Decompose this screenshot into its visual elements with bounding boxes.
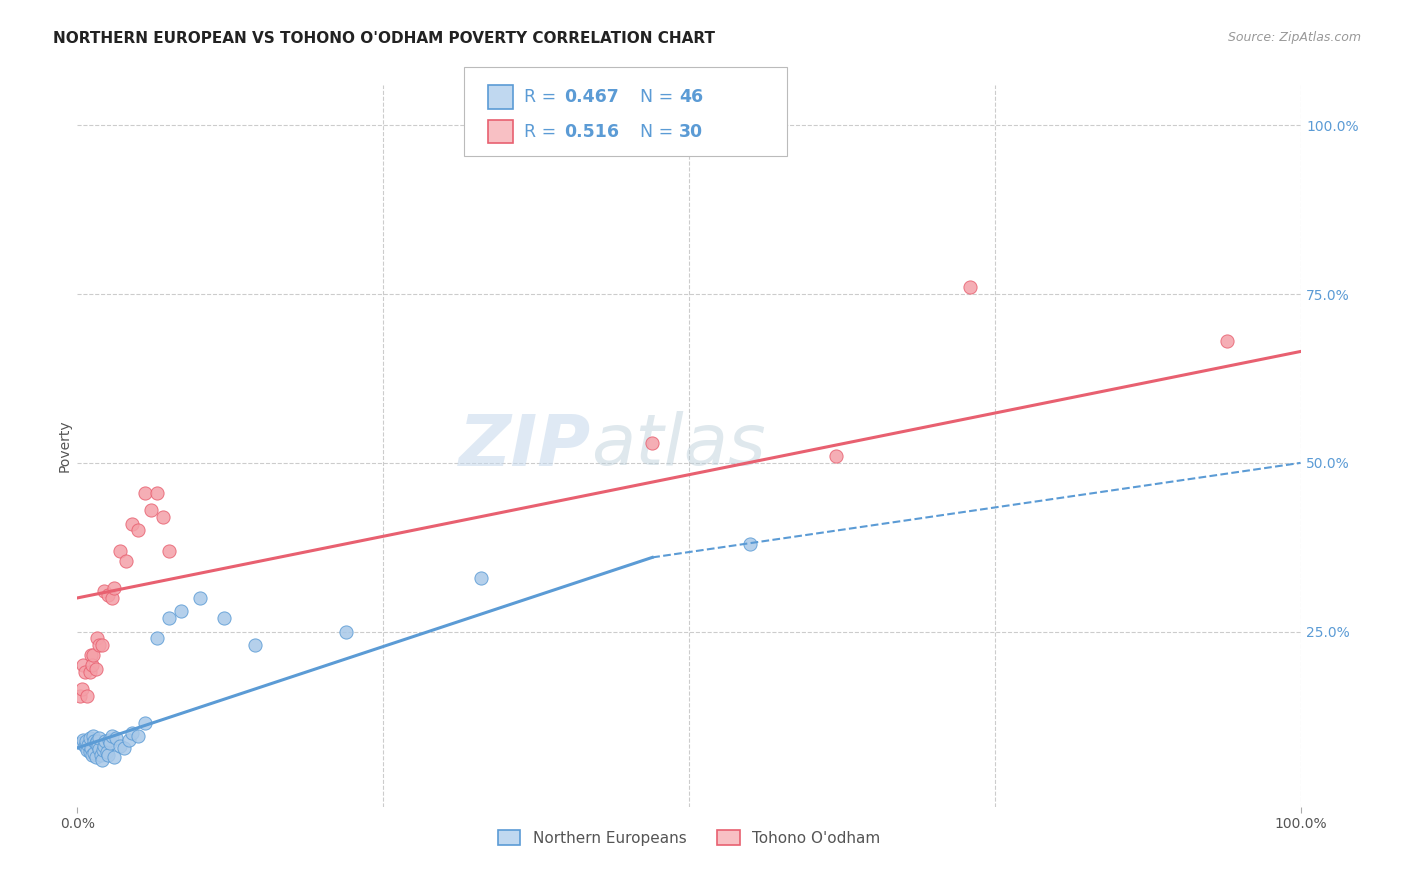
Point: [70, 736, 93, 750]
Point: [824, 449, 846, 463]
Point: [72, 732, 94, 747]
Text: 46: 46: [679, 88, 703, 106]
Point: [96, 745, 118, 759]
Point: [80, 747, 103, 762]
Point: [75, 734, 97, 748]
Text: ZIP: ZIP: [458, 411, 591, 481]
Point: [105, 731, 128, 746]
Point: [86, 632, 108, 646]
Point: [103, 581, 125, 595]
Point: [84, 662, 107, 676]
Point: [70, 682, 93, 697]
Text: N =: N =: [640, 88, 679, 106]
Point: [112, 740, 135, 755]
Point: [94, 734, 117, 748]
Point: [146, 632, 169, 646]
Point: [73, 665, 96, 680]
Text: atlas: atlas: [591, 411, 766, 481]
Point: [89, 742, 111, 756]
Point: [98, 732, 121, 747]
Point: [100, 591, 122, 605]
Point: [188, 591, 211, 605]
Y-axis label: Poverty: Poverty: [58, 420, 72, 472]
Text: R =: R =: [524, 88, 562, 106]
Text: 30: 30: [679, 122, 703, 141]
Point: [90, 747, 112, 762]
Point: [152, 509, 174, 524]
Point: [93, 584, 115, 599]
Point: [170, 604, 193, 618]
Point: [115, 554, 138, 568]
Point: [76, 743, 98, 757]
Point: [80, 740, 103, 755]
Point: [157, 543, 180, 558]
Point: [641, 435, 664, 450]
Point: [118, 732, 141, 747]
Point: [103, 749, 125, 764]
Point: [134, 486, 156, 500]
Point: [90, 638, 112, 652]
Point: [84, 736, 107, 750]
Point: [97, 588, 120, 602]
Point: [134, 715, 156, 730]
Point: [69, 689, 91, 703]
Point: [100, 730, 122, 744]
Point: [139, 503, 162, 517]
Point: [87, 739, 110, 754]
Point: [93, 739, 115, 754]
Point: [740, 537, 762, 551]
Text: NORTHERN EUROPEAN VS TOHONO O'ODHAM POVERTY CORRELATION CHART: NORTHERN EUROPEAN VS TOHONO O'ODHAM POVE…: [53, 31, 716, 46]
Point: [79, 731, 101, 746]
Point: [243, 638, 266, 652]
Text: Source: ZipAtlas.com: Source: ZipAtlas.com: [1227, 31, 1361, 45]
Point: [82, 648, 104, 663]
Point: [212, 611, 235, 625]
Point: [127, 524, 149, 538]
Point: [79, 665, 101, 680]
Text: 0.467: 0.467: [564, 88, 619, 106]
Text: R =: R =: [524, 122, 562, 141]
Point: [121, 726, 143, 740]
Legend: Northern Europeans, Tohono O'odham: Northern Europeans, Tohono O'odham: [492, 823, 886, 852]
Text: 0.516: 0.516: [564, 122, 619, 141]
Point: [121, 516, 143, 531]
Point: [470, 571, 492, 585]
Point: [98, 736, 121, 750]
Point: [335, 624, 357, 639]
Point: [82, 730, 104, 744]
Point: [83, 734, 105, 748]
Point: [76, 689, 98, 703]
Point: [84, 749, 107, 764]
Point: [1216, 334, 1239, 349]
Point: [146, 486, 169, 500]
Point: [959, 280, 981, 294]
Point: [108, 543, 131, 558]
Point: [83, 746, 105, 760]
Point: [79, 745, 101, 759]
Point: [97, 747, 120, 762]
Point: [91, 743, 114, 757]
Point: [89, 638, 111, 652]
Text: N =: N =: [640, 122, 679, 141]
Point: [77, 738, 100, 752]
Point: [80, 648, 103, 663]
Point: [80, 658, 103, 673]
Point: [108, 739, 131, 754]
Point: [89, 731, 111, 746]
Point: [127, 730, 149, 744]
Point: [90, 753, 112, 767]
Point: [72, 658, 94, 673]
Point: [157, 611, 180, 625]
Point: [73, 739, 96, 754]
Point: [86, 734, 108, 748]
